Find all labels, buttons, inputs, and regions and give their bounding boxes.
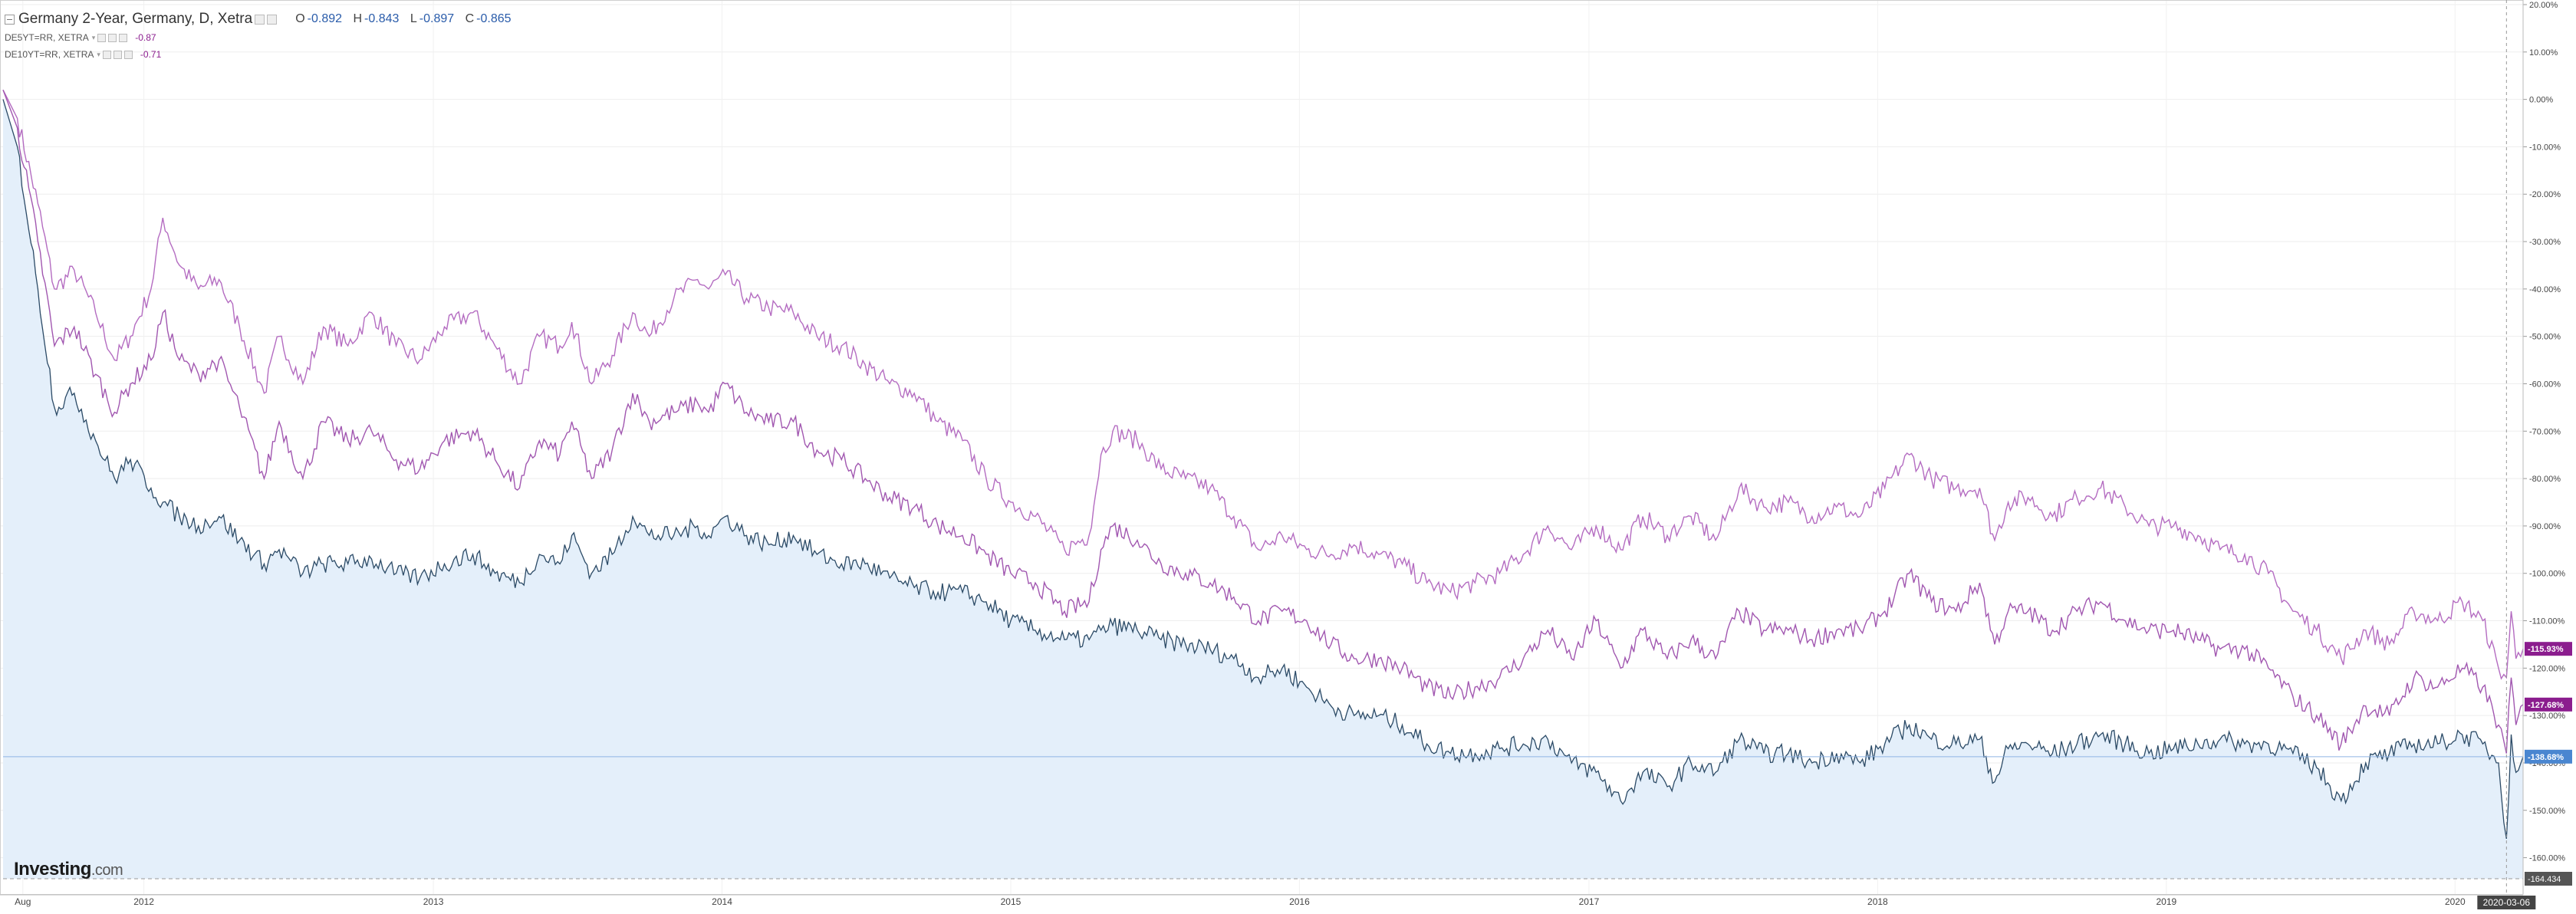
open-value: -0.892: [307, 12, 343, 25]
y-tick-label: -30.00%: [2529, 238, 2561, 247]
y-tick-label: -160.00%: [2529, 854, 2565, 863]
last-value-label: -127.68%: [2528, 701, 2564, 710]
visibility-toggle-icon[interactable]: [102, 50, 111, 59]
last-value-tag: [2525, 749, 2572, 764]
baseline-label: -164.434: [2528, 875, 2561, 884]
y-tick-label: -60.00%: [2529, 380, 2561, 389]
legend-comparison-row: DE5YT=RR, XETRA ▾ -0.87: [5, 29, 512, 46]
low-value: -0.897: [419, 12, 455, 25]
dropdown-caret-icon[interactable]: ▾: [91, 33, 96, 41]
open-label: O: [295, 12, 305, 25]
x-tick-label: 2014: [712, 896, 732, 907]
y-tick-label: -10.00%: [2529, 143, 2561, 152]
series-layer: [2, 89, 2524, 840]
logo-brand: Investing: [14, 859, 91, 879]
series-line: [2, 89, 2524, 680]
crosshair-date-label: 2020-03-06: [2483, 897, 2531, 908]
x-tick-label: 2018: [1867, 896, 1888, 907]
high-label: H: [353, 12, 363, 25]
series-line: [2, 99, 2524, 840]
area-fill: [3, 99, 2523, 879]
legend-main-row: Germany 2-Year, Germany, D, Xetra O -0.89…: [5, 9, 512, 29]
series-line: [2, 90, 2524, 754]
x-tick-label: 2020: [2445, 896, 2466, 907]
y-tick-label: -100.00%: [2529, 570, 2565, 579]
last-value-tag: [2525, 642, 2572, 656]
comparison-value: -0.71: [140, 49, 162, 60]
visibility-toggle-icon[interactable]: [255, 14, 265, 25]
y-tick-label: -70.00%: [2529, 427, 2561, 436]
last-value-label: -115.93%: [2528, 645, 2564, 654]
y-tick-label: 20.00%: [2529, 1, 2558, 10]
low-label: L: [410, 12, 417, 25]
y-tick-label: -20.00%: [2529, 190, 2561, 199]
y-tick-label: -110.00%: [2529, 617, 2564, 626]
y-tick-label: -80.00%: [2529, 475, 2561, 484]
last-value-tag: [2525, 697, 2572, 712]
dropdown-caret-icon[interactable]: ▾: [97, 50, 100, 58]
high-value: -0.843: [364, 12, 400, 25]
logo-domain: .com: [90, 862, 123, 879]
settings-icon[interactable]: [108, 33, 117, 42]
close-icon[interactable]: [119, 33, 128, 42]
comparison-symbol: DE10YT=RR, XETRA: [5, 49, 94, 60]
ohlc-values: O -0.892 H -0.843 L -0.897 C -0.865: [288, 12, 511, 26]
settings-icon[interactable]: [113, 50, 122, 59]
x-tick-label: 2012: [133, 896, 154, 907]
x-tick-label: 2015: [1001, 896, 1022, 907]
x-tick-label: 2016: [1289, 896, 1310, 907]
y-tick-label: -130.00%: [2529, 712, 2565, 721]
area-fill-layer: [3, 99, 2523, 879]
y-tick-label: -90.00%: [2529, 522, 2561, 531]
investing-logo: Investing.com: [14, 859, 123, 880]
settings-icon[interactable]: [267, 14, 278, 25]
y-tick-label: -120.00%: [2529, 664, 2565, 673]
x-tick-label: 2017: [1579, 896, 1600, 907]
close-value: -0.865: [476, 12, 512, 25]
x-tick-label: 2019: [2156, 896, 2176, 907]
main-series-title: Germany 2-Year, Germany, D, Xetra: [18, 11, 253, 27]
y-tick-label: -50.00%: [2529, 333, 2561, 342]
y-tick-label: -40.00%: [2529, 285, 2561, 294]
x-tick-label: Aug: [15, 896, 31, 907]
collapse-legend-icon[interactable]: [5, 14, 15, 25]
comparison-value: -0.87: [135, 32, 156, 43]
x-tick-label: 2013: [423, 896, 444, 907]
baseline-tag: [2525, 872, 2572, 886]
close-icon[interactable]: [123, 50, 133, 59]
crosshair-date-tag: [2477, 896, 2536, 909]
y-tick-label: 0.00%: [2529, 96, 2553, 105]
y-tick-label: -150.00%: [2529, 807, 2565, 816]
close-label: C: [465, 12, 475, 25]
legend: Germany 2-Year, Germany, D, Xetra O -0.89…: [5, 9, 512, 63]
last-value-label: -138.68%: [2528, 753, 2564, 762]
crosshair-layer: [3, 0, 2523, 895]
visibility-toggle-icon[interactable]: [97, 33, 107, 42]
legend-comparison-row: DE10YT=RR, XETRA ▾ -0.71: [5, 46, 512, 63]
comparison-symbol: DE5YT=RR, XETRA: [5, 32, 89, 43]
y-tick-label: 10.00%: [2529, 48, 2558, 58]
